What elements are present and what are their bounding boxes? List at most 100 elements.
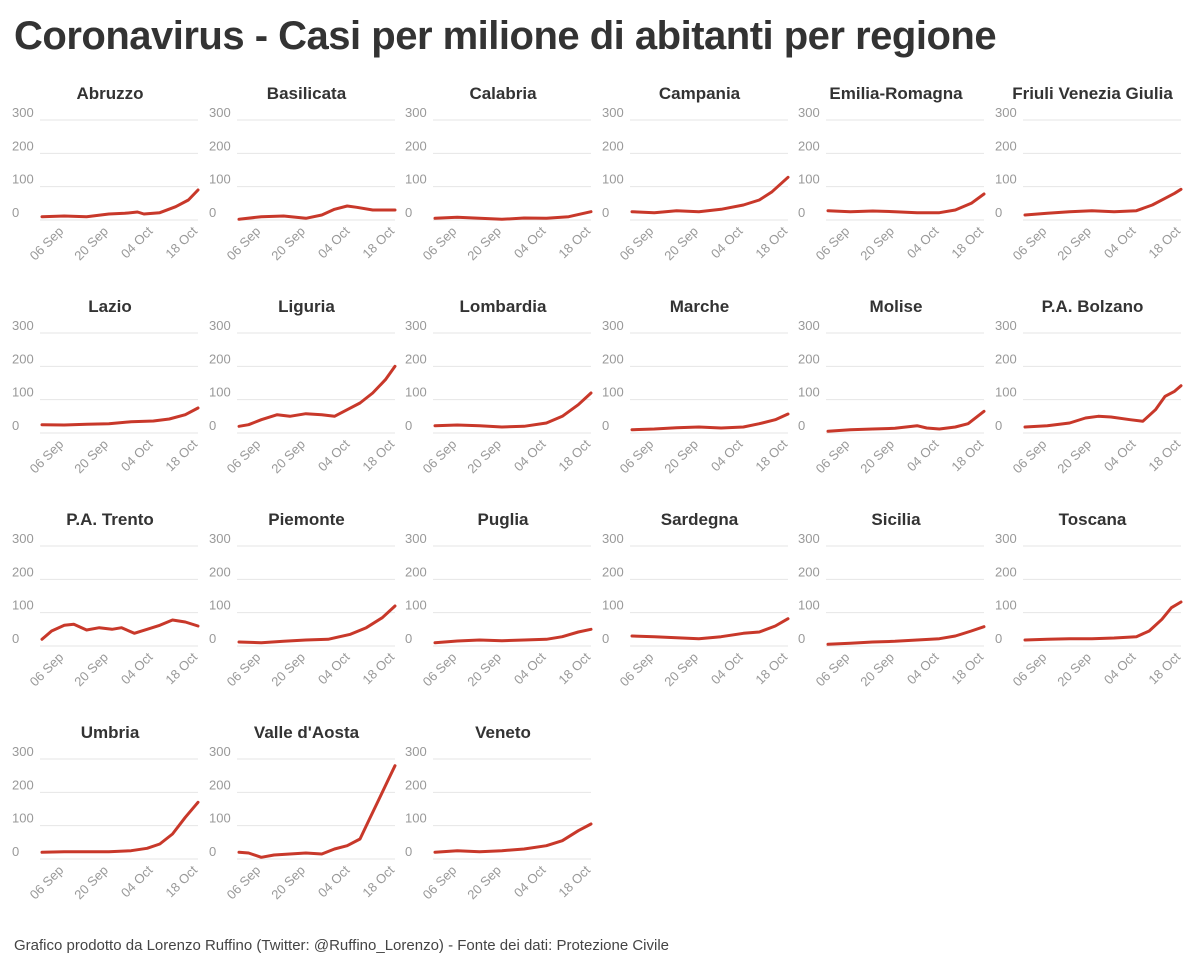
- x-tick-label: 20 Sep: [268, 437, 308, 477]
- region-panel: Campania 0 100 200 300 06 Sep 20 Sep 04 Oct 18 O…: [602, 84, 798, 289]
- region-title: Lazio: [88, 297, 132, 316]
- y-tick-label: 200: [405, 564, 427, 579]
- region-panel: Veneto 0 100 200 300 06 Sep 20 Sep 04 Oct 18 Oct: [405, 723, 601, 928]
- y-tick-label: 200: [798, 138, 820, 153]
- y-tick-label: 300: [209, 744, 231, 759]
- region-panel: Umbria 0 100 200 300 06 Sep 20 Sep 04 Oct 18 Oct: [12, 723, 208, 928]
- x-tick-label: 06 Sep: [616, 224, 656, 264]
- region-title: Campania: [658, 84, 741, 103]
- y-tick-label: 200: [405, 138, 427, 153]
- x-tick-label: 06 Sep: [1009, 650, 1049, 690]
- y-tick-label: 200: [602, 564, 624, 579]
- y-tick-label: 100: [12, 598, 34, 613]
- chart-title: Coronavirus - Casi per milione di abitan…: [14, 14, 997, 58]
- y-tick-label: 200: [209, 351, 231, 366]
- y-tick-label: 300: [209, 318, 231, 333]
- y-tick-label: 300: [798, 318, 820, 333]
- series-line: [40, 188, 200, 219]
- x-tick-label: 20 Sep: [268, 224, 308, 264]
- series-line: [237, 204, 396, 221]
- region-plot: 0 100 200 300 06 Sep 20 Sep 04 Oct 18 Oct: [405, 105, 593, 264]
- x-tick-label: 18 Oct: [948, 223, 986, 261]
- y-tick-label: 100: [405, 172, 427, 187]
- series-line: [237, 364, 396, 428]
- x-tick-label: 20 Sep: [1054, 437, 1094, 477]
- region-plot: 0 100 200 300 06 Sep 20 Sep 04 Oct 18 Oct: [209, 531, 397, 690]
- y-tick-label: 300: [405, 531, 427, 546]
- y-tick-label: 0: [798, 418, 805, 433]
- y-tick-label: 300: [209, 531, 231, 546]
- region-panel: Friuli Venezia Giulia 0 100 200 300 06 Sep 20 …: [995, 84, 1191, 289]
- x-tick-label: 18 Oct: [359, 862, 397, 900]
- y-tick-label: 100: [405, 598, 427, 613]
- x-tick-label: 06 Sep: [223, 650, 263, 690]
- region-title: Abruzzo: [76, 84, 144, 103]
- x-tick-label: 18 Oct: [752, 223, 790, 261]
- y-tick-label: 0: [12, 418, 19, 433]
- region-plot: 0 100 200 300 06 Sep 20 Sep 04 Oct 18 Oct: [798, 531, 986, 690]
- region-panel: Molise 0 100 200 300 06 Sep 20 Sep 04 Oct 18 Oct: [798, 297, 994, 502]
- x-tick-label: 06 Sep: [1009, 224, 1049, 264]
- series-line: [433, 210, 593, 221]
- region-title: Friuli Venezia Giulia: [1012, 84, 1173, 103]
- x-tick-label: 18 Oct: [359, 223, 397, 261]
- x-tick-label: 18 Oct: [752, 436, 790, 474]
- series-line: [826, 192, 986, 215]
- x-tick-label: 04 Oct: [314, 649, 352, 687]
- y-tick-label: 0: [405, 631, 412, 646]
- region-panel: Valle d'Aosta 0 100 200 300 06 Sep 20 Sep 04 Oc…: [209, 723, 405, 928]
- y-tick-label: 100: [12, 172, 34, 187]
- x-tick-label: 18 Oct: [359, 649, 397, 687]
- series-line: [237, 604, 396, 645]
- x-tick-label: 20 Sep: [464, 437, 504, 477]
- region-title: Marche: [669, 297, 730, 316]
- y-tick-label: 100: [209, 385, 231, 400]
- x-tick-label: 04 Oct: [1100, 223, 1138, 261]
- x-tick-label: 18 Oct: [162, 436, 200, 474]
- y-tick-label: 200: [602, 351, 624, 366]
- series-line: [1023, 384, 1182, 429]
- series-line: [826, 409, 986, 433]
- x-tick-label: 20 Sep: [71, 437, 111, 477]
- y-tick-label: 300: [12, 744, 34, 759]
- region-plot: 0 100 200 300 06 Sep 20 Sep 04 Oct 18 Oct: [12, 744, 200, 902]
- series-line: [630, 617, 789, 641]
- y-tick-label: 200: [602, 138, 624, 153]
- x-tick-label: 06 Sep: [813, 437, 853, 477]
- region-title: P.A. Trento: [66, 510, 154, 529]
- x-tick-label: 04 Oct: [707, 436, 745, 474]
- x-tick-label: 20 Sep: [71, 224, 111, 264]
- region-title: Toscana: [1058, 510, 1127, 529]
- series-line: [826, 625, 986, 646]
- series-line: [237, 764, 396, 859]
- y-tick-label: 200: [405, 777, 427, 792]
- x-tick-label: 06 Sep: [420, 650, 460, 690]
- y-tick-label: 100: [405, 385, 427, 400]
- region-title: Valle d'Aosta: [253, 723, 360, 742]
- y-tick-label: 200: [12, 138, 34, 153]
- y-tick-label: 200: [798, 351, 820, 366]
- region-panel: Lazio 0 100 200 300 06 Sep 20 Sep 04 Oct 18 Oct: [12, 297, 208, 502]
- y-tick-label: 100: [405, 811, 427, 826]
- region-panel: P.A. Bolzano 0 100 200 300 06 Sep 20 Sep 04 Oct…: [995, 297, 1191, 502]
- source-footer: Grafico prodotto da Lorenzo Ruffino (Twi…: [14, 937, 670, 954]
- x-tick-label: 20 Sep: [661, 224, 701, 264]
- x-tick-label: 20 Sep: [857, 650, 897, 690]
- x-tick-label: 06 Sep: [223, 224, 263, 264]
- series-line: [1023, 600, 1182, 642]
- region-title: Molise: [869, 297, 923, 316]
- x-tick-label: 04 Oct: [314, 223, 352, 261]
- x-tick-label: 06 Sep: [616, 437, 656, 477]
- region-panel: Basilicata 0 100 200 300 06 Sep 20 Sep 04 Oct 18…: [209, 84, 405, 289]
- x-tick-label: 20 Sep: [464, 224, 504, 264]
- x-tick-label: 06 Sep: [223, 437, 263, 477]
- y-tick-label: 0: [995, 631, 1002, 646]
- region-panel: Sardegna 0 100 200 300 06 Sep 20 Sep 04 Oct 18 O…: [602, 510, 798, 715]
- region-plot: 0 100 200 300 06 Sep 20 Sep 04 Oct 18 Oct: [995, 318, 1183, 477]
- region-title: Lombardia: [459, 297, 547, 316]
- y-tick-label: 0: [602, 418, 609, 433]
- region-plot: 0 100 200 300 06 Sep 20 Sep 04 Oct 18 Oct: [405, 318, 593, 477]
- y-tick-label: 0: [12, 205, 19, 220]
- x-tick-label: 18 Oct: [948, 649, 986, 687]
- region-plot: 0 100 200 300 06 Sep 20 Sep 04 Oct 18 Oct: [798, 105, 986, 263]
